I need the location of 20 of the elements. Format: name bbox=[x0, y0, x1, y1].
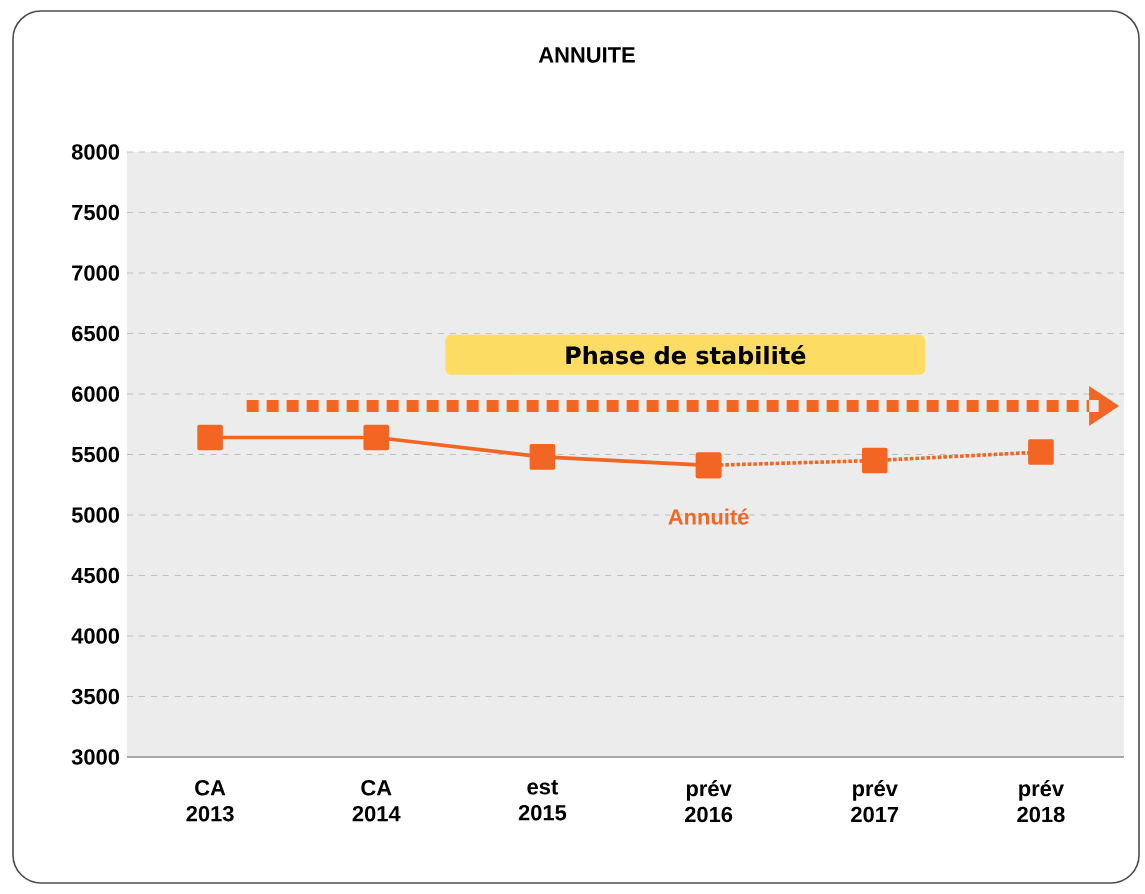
x-tick-label: CA 2013 bbox=[186, 780, 234, 822]
y-tick-label: 3000 bbox=[71, 749, 120, 765]
series-label: Annuité bbox=[668, 508, 749, 525]
annotation: Phase de stabilité bbox=[566, 344, 806, 365]
y-tick-label: 4500 bbox=[71, 567, 120, 584]
y-tick-label: 6000 bbox=[72, 386, 120, 402]
y-tick-label: 3500 bbox=[71, 688, 120, 705]
x-tick-label: CA 2014 bbox=[352, 780, 401, 822]
x-tick-label: prév 2018 bbox=[1017, 780, 1065, 823]
y-tick-label: 7000 bbox=[72, 265, 120, 281]
x-tick-label: prév 2017 bbox=[851, 780, 899, 823]
y-tick-label: 5000 bbox=[71, 507, 120, 523]
y-tick-label: 8000 bbox=[71, 144, 120, 160]
chart-title: ANNUITE bbox=[538, 47, 635, 63]
y-tick-label: 5500 bbox=[71, 446, 120, 463]
x-tick-label: est 2015 bbox=[518, 780, 567, 821]
y-tick-label: 6500 bbox=[72, 325, 120, 342]
x-tick-label: prév 2016 bbox=[684, 780, 733, 823]
y-tick-label: 7500 bbox=[72, 204, 120, 221]
y-tick-label: 4000 bbox=[71, 628, 120, 644]
